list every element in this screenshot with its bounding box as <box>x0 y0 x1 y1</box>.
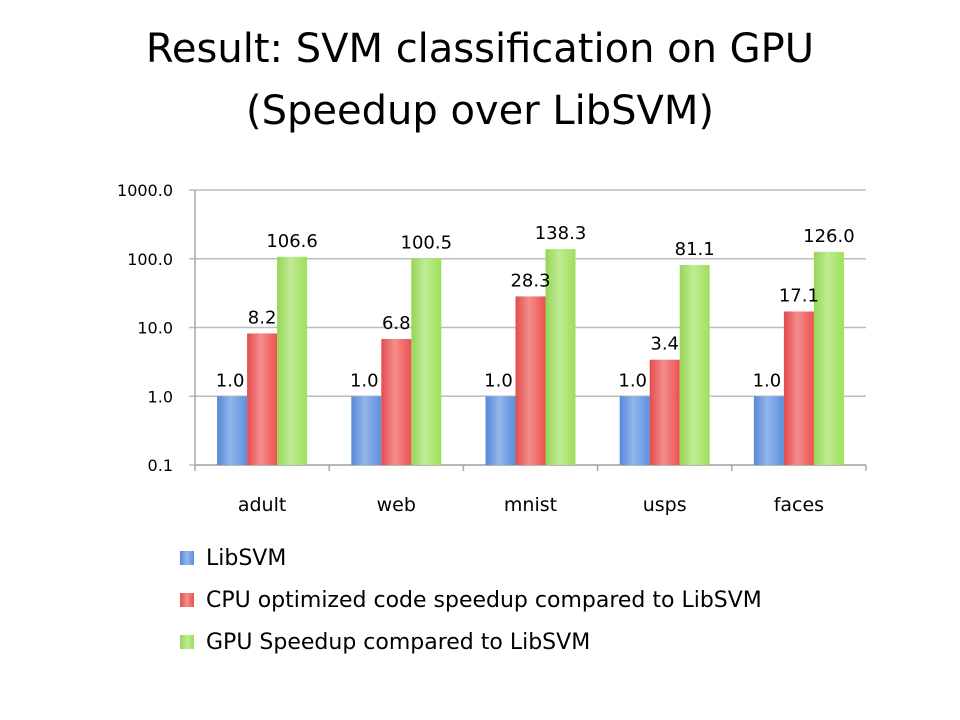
bar-usps-series-0 <box>619 396 650 465</box>
slide-title-line-2: (Speedup over LibSVM) <box>245 88 715 134</box>
data-label: 1.0 <box>216 370 245 391</box>
bar-mnist-series-0 <box>485 396 516 465</box>
data-label: 1.0 <box>484 370 513 391</box>
bar-usps-series-1 <box>649 359 680 465</box>
chart-labels: 1.0 8.2 106.6 adult 1.0 6.8 100.5 web 1.0 28.3 138… <box>216 223 855 516</box>
chart-bars <box>217 249 844 465</box>
x-category-label: adult <box>238 494 286 516</box>
data-label: 28.3 <box>510 270 550 291</box>
bar-web-series-1 <box>381 339 412 465</box>
legend-swatch <box>180 551 194 565</box>
bar-usps-series-2 <box>679 265 710 465</box>
y-tick-label: 1000.0 <box>117 181 173 200</box>
data-label: 1.0 <box>753 370 782 391</box>
bar-web-series-2 <box>411 258 442 465</box>
slide-title: Result: SVM classification on GPU (Speed… <box>0 18 960 142</box>
data-label: 17.1 <box>779 285 819 306</box>
bar-faces-series-2 <box>813 251 844 465</box>
data-label: 8.2 <box>248 307 277 328</box>
bar-mnist-series-1 <box>515 296 546 465</box>
bar-adult-series-2 <box>277 256 308 465</box>
data-label: 3.4 <box>650 334 679 355</box>
legend-label: GPU Speedup compared to LibSVM <box>206 629 591 655</box>
bar-faces-series-0 <box>753 396 784 465</box>
data-label: 1.0 <box>350 370 379 391</box>
bar-faces-series-1 <box>783 311 814 465</box>
data-label: 126.0 <box>803 226 855 247</box>
data-label: 138.3 <box>535 223 587 244</box>
legend-item: GPU Speedup compared to LibSVM <box>180 621 762 663</box>
legend-item: CPU optimized code speedup compared to L… <box>180 579 762 621</box>
y-tick-label: 1.0 <box>148 387 173 406</box>
y-tick-label: 100.0 <box>127 250 173 269</box>
bar-web-series-0 <box>351 396 382 465</box>
data-label: 81.1 <box>675 239 715 260</box>
legend-label: LibSVM <box>206 545 287 571</box>
legend-label: CPU optimized code speedup compared to L… <box>206 587 762 613</box>
chart-legend: LibSVM CPU optimized code speedup compare… <box>180 537 762 663</box>
x-category-label: web <box>377 494 416 516</box>
y-tick-label: 10.0 <box>137 319 173 338</box>
slide-title-line-1: Result: SVM classification on GPU <box>145 26 815 72</box>
x-category-label: usps <box>643 494 687 516</box>
bar-adult-series-0 <box>217 396 248 465</box>
legend-swatch <box>180 635 194 649</box>
legend-item: LibSVM <box>180 537 762 579</box>
data-label: 106.6 <box>266 231 318 252</box>
x-category-label: faces <box>774 494 824 516</box>
data-label: 100.5 <box>401 233 453 254</box>
y-tick-label: 0.1 <box>148 456 173 475</box>
legend-swatch <box>180 593 194 607</box>
data-label: 6.8 <box>382 313 411 334</box>
data-label: 1.0 <box>618 370 647 391</box>
bar-mnist-series-2 <box>545 249 576 465</box>
x-category-label: mnist <box>504 494 557 516</box>
bar-adult-series-1 <box>247 333 278 465</box>
